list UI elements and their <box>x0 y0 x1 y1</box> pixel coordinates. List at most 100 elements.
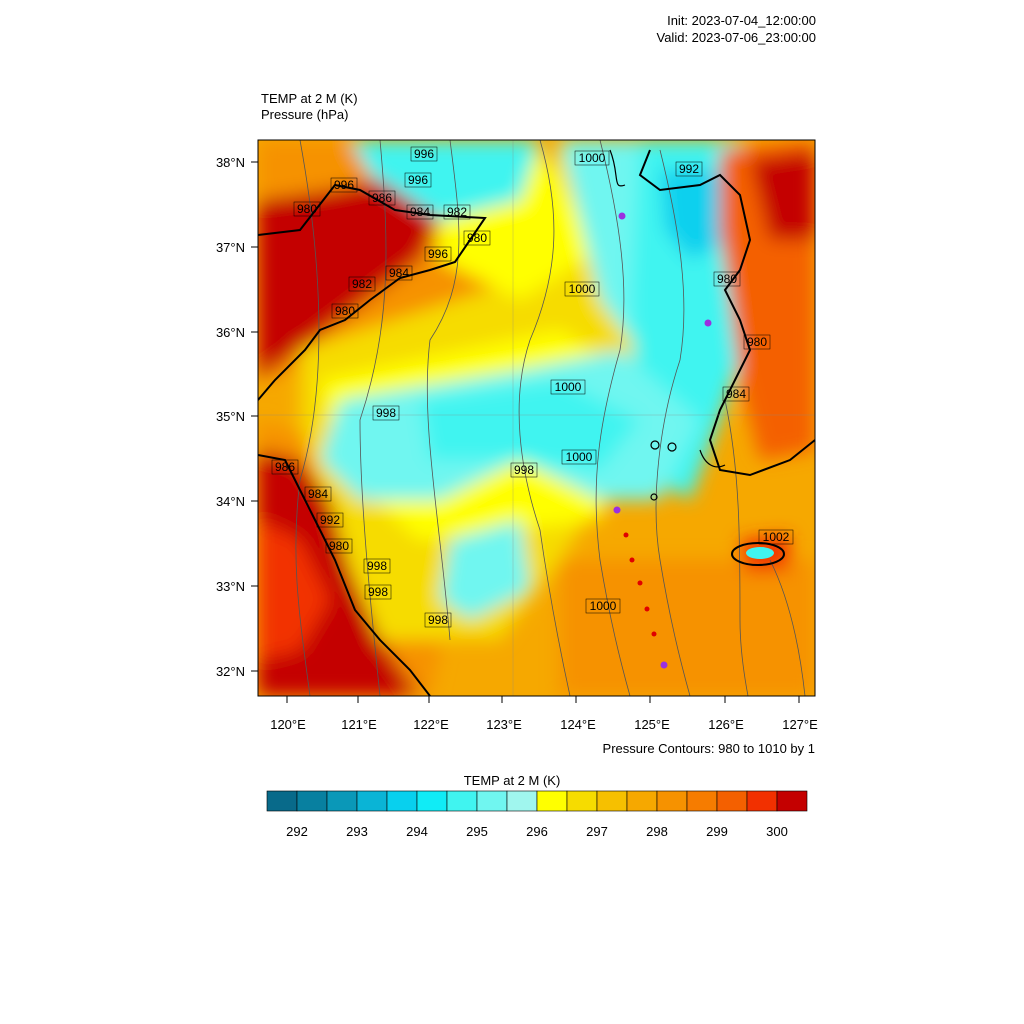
lon-label: 123°E <box>486 717 522 732</box>
station-markers <box>613 212 712 669</box>
contour-label: 986 <box>372 191 392 205</box>
contour-label: 998 <box>367 559 387 573</box>
colorbar-swatch <box>776 790 808 812</box>
contour-label: 992 <box>679 162 699 176</box>
graticule <box>258 140 815 696</box>
contour-label: 998 <box>368 585 388 599</box>
colorbar-swatch <box>686 790 718 812</box>
contour-label: 1002 <box>763 530 790 544</box>
contour-label: 984 <box>308 487 328 501</box>
contour-label: 998 <box>376 406 396 420</box>
colorbar-swatch <box>626 790 658 812</box>
lon-label: 121°E <box>341 717 377 732</box>
contour-label: 1000 <box>566 450 593 464</box>
contour-label: 998 <box>514 463 534 477</box>
contour-label: 980 <box>467 231 487 245</box>
contour-label: 982 <box>447 205 467 219</box>
contour-field-title: Pressure (hPa) <box>261 107 349 122</box>
contour-label: 980 <box>297 202 317 216</box>
colorbar-swatch <box>446 790 478 812</box>
colorbar-swatch <box>416 790 448 812</box>
colorbar-swatch <box>296 790 328 812</box>
station-marker <box>623 532 629 538</box>
lon-label: 125°E <box>634 717 670 732</box>
station-marker <box>629 557 635 563</box>
contour-label: 984 <box>410 205 430 219</box>
contour-label: 980 <box>335 304 355 318</box>
colorbar-swatches <box>266 790 808 812</box>
colorbar-swatch <box>506 790 538 812</box>
lon-label: 122°E <box>413 717 449 732</box>
colorbar-title: TEMP at 2 M (K) <box>463 773 561 788</box>
lon-label: 127°E <box>782 717 818 732</box>
colorbar-tick-label: 297 <box>586 824 608 839</box>
colorbar-tick-label: 293 <box>346 824 368 839</box>
longitude-labels: 120°E 121°E 122°E 123°E 124°E 125°E 126°… <box>270 717 818 732</box>
colorbar-tick-label: 296 <box>526 824 548 839</box>
contour-label: 982 <box>352 277 372 291</box>
contour-label: 984 <box>389 266 409 280</box>
colorbar-swatch <box>656 790 688 812</box>
colorbar-tick-label: 298 <box>646 824 668 839</box>
colorbar-labels: 292 293 294 295 296 297 298 299 300 <box>286 824 788 839</box>
colorbar-swatch <box>596 790 628 812</box>
valid-time: Valid: 2023-07-06_23:00:00 <box>656 30 817 45</box>
contour-label: 1000 <box>590 599 617 613</box>
station-marker <box>637 580 643 586</box>
lat-label: 38°N <box>216 155 245 170</box>
colorbar-tick-label: 300 <box>766 824 788 839</box>
contour-label: 984 <box>726 387 746 401</box>
colorbar-swatch <box>326 790 358 812</box>
coastlines <box>258 149 815 696</box>
contour-label: 1000 <box>555 380 582 394</box>
colorbar-swatch <box>476 790 508 812</box>
latitude-labels: 38°N 37°N 36°N 35°N 34°N 33°N 32°N <box>216 155 245 679</box>
colorbar-swatch <box>386 790 418 812</box>
station-marker <box>644 606 650 612</box>
contour-label: 1000 <box>569 282 596 296</box>
colorbar-tick-label: 295 <box>466 824 488 839</box>
lat-label: 37°N <box>216 240 245 255</box>
contour-label: 996 <box>428 247 448 261</box>
contour-footnote: Pressure Contours: 980 to 1010 by 1 <box>602 741 815 756</box>
colorbar-swatch <box>266 790 298 812</box>
lon-label: 126°E <box>708 717 744 732</box>
lon-label: 120°E <box>270 717 306 732</box>
contour-label: 996 <box>334 178 354 192</box>
lat-label: 35°N <box>216 409 245 424</box>
contour-label: 980 <box>717 272 737 286</box>
colorbar-swatch <box>566 790 598 812</box>
lat-label: 36°N <box>216 325 245 340</box>
station-marker <box>613 506 621 514</box>
contour-label: 986 <box>275 460 295 474</box>
station-marker <box>704 319 712 327</box>
contour-label: 980 <box>329 539 349 553</box>
lat-label: 33°N <box>216 579 245 594</box>
colorbar-swatch <box>716 790 748 812</box>
contour-label: 980 <box>747 335 767 349</box>
station-marker <box>618 212 626 220</box>
field-title: TEMP at 2 M (K) <box>261 91 358 106</box>
colorbar-swatch <box>536 790 568 812</box>
lat-label: 32°N <box>216 664 245 679</box>
lat-label: 34°N <box>216 494 245 509</box>
colorbar-swatch <box>356 790 388 812</box>
axis-ticks <box>251 161 800 703</box>
lon-label: 124°E <box>560 717 596 732</box>
map-frame <box>257 139 816 697</box>
pressure-contours <box>295 140 806 696</box>
colorbar-tick-label: 292 <box>286 824 308 839</box>
colorbar-swatch <box>746 790 778 812</box>
contour-label: 1000 <box>579 151 606 165</box>
colorbar-tick-label: 294 <box>406 824 428 839</box>
contour-labels: 996 1000 992 996 996 986 980 982 984 980… <box>271 146 794 628</box>
station-marker <box>651 631 657 637</box>
contour-label: 996 <box>414 147 434 161</box>
colorbar-tick-label: 299 <box>706 824 728 839</box>
init-time: Init: 2023-07-04_12:00:00 <box>667 13 816 28</box>
contour-label: 996 <box>408 173 428 187</box>
station-marker <box>660 661 668 669</box>
contour-label: 998 <box>428 613 448 627</box>
